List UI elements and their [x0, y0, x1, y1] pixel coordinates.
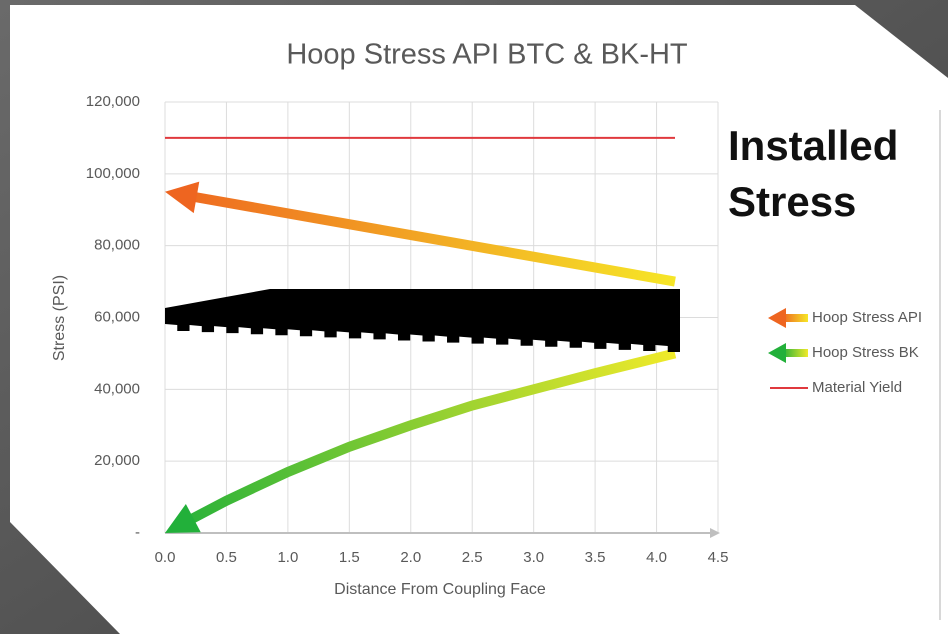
x-tick-label: 3.0: [523, 549, 544, 566]
chart-title: Hoop Stress API BTC & BK-HT: [286, 39, 688, 71]
y-tick-label: 100,000: [86, 165, 140, 182]
y-axis-title: Stress (PSI): [51, 275, 68, 361]
y-tick-label: 60,000: [94, 308, 140, 325]
legend-label: Hoop Stress API: [812, 309, 922, 326]
x-axis-title: Distance From Coupling Face: [334, 581, 546, 598]
y-tick-label: -: [135, 524, 140, 541]
legend-label: Material Yield: [812, 379, 902, 396]
screen: - 20,000 40,000 60,000 80,000 100,000 120,000 0…: [0, 0, 948, 634]
x-tick-label: 0.0: [155, 549, 176, 566]
x-tick-label: 1.0: [277, 549, 298, 566]
y-tick-label: 40,000: [94, 380, 140, 397]
x-tick-label: 4.5: [708, 549, 729, 566]
y-tick-label: 80,000: [94, 237, 140, 254]
chart: - 20,000 40,000 60,000 80,000 100,000 120,000 0…: [0, 0, 948, 634]
x-tick-label: 1.5: [339, 549, 360, 566]
y-tick-label: 20,000: [94, 452, 140, 469]
x-tick-label: 2.5: [462, 549, 483, 566]
y-tick-label: 120,000: [86, 93, 140, 110]
x-tick-label: 3.5: [585, 549, 606, 566]
x-tick-label: 2.0: [400, 549, 421, 566]
annotation: Installed Stress: [728, 118, 928, 230]
x-tick-label: 0.5: [216, 549, 237, 566]
legend-label: Hoop Stress BK: [812, 344, 919, 361]
x-tick-label: 4.0: [646, 549, 667, 566]
